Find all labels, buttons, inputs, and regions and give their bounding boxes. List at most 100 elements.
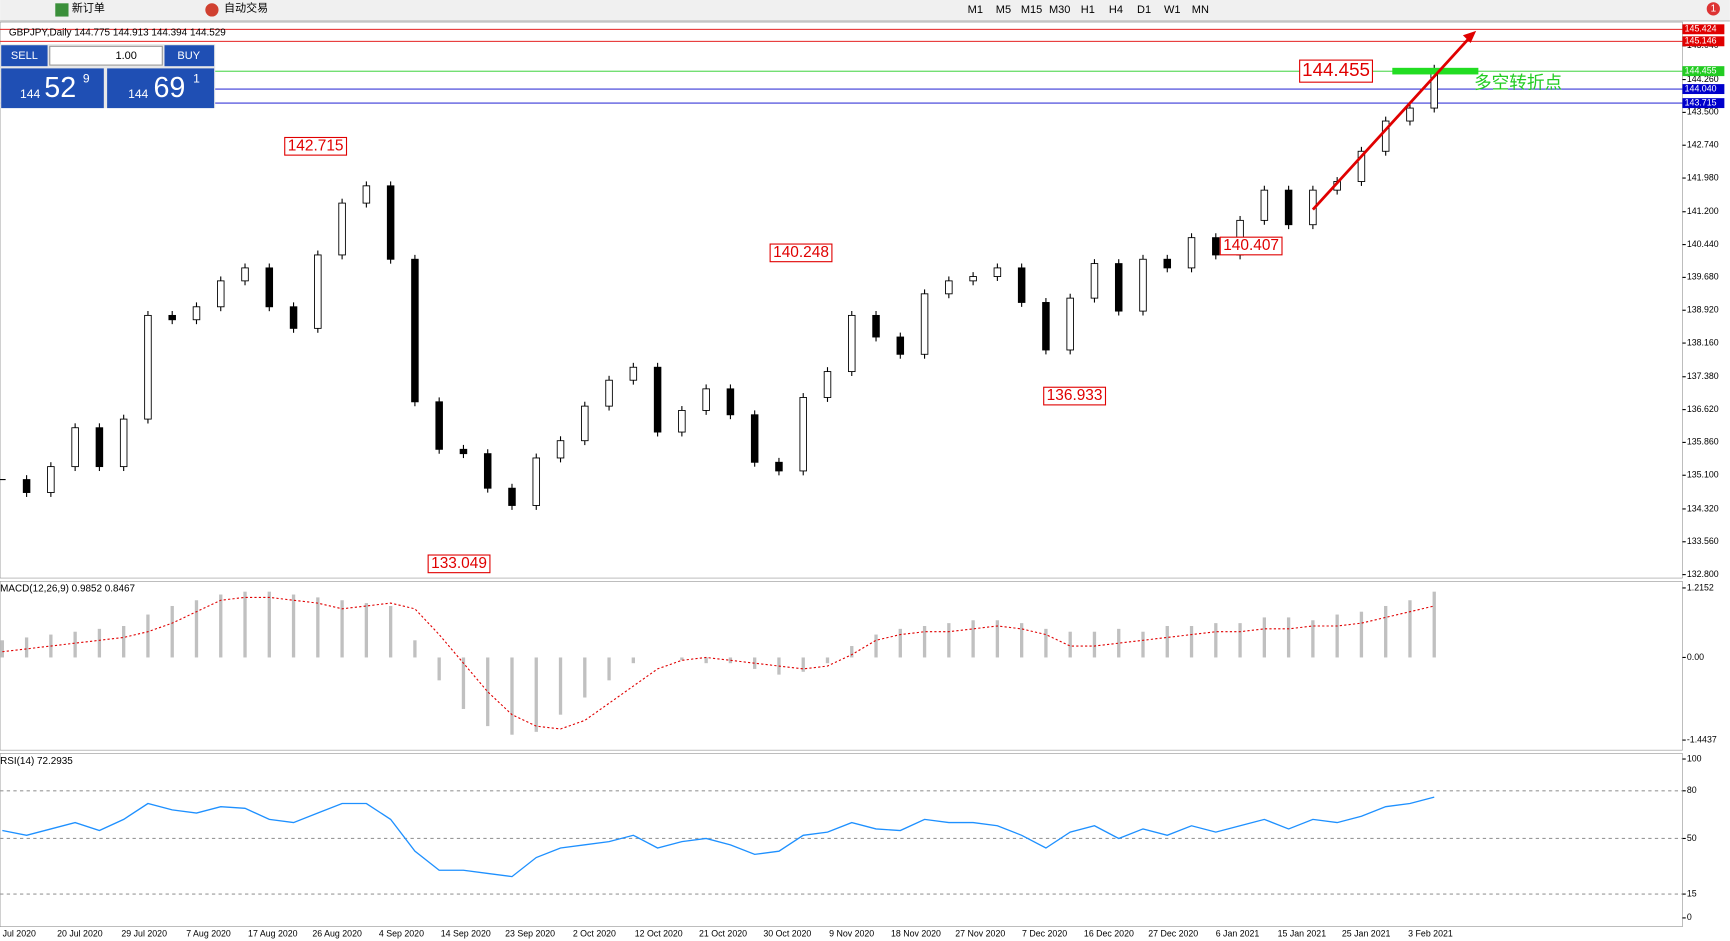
- candle-body: [1163, 258, 1172, 269]
- candle-body: [1357, 150, 1366, 182]
- y-tick-label: 1.2152: [1687, 582, 1714, 592]
- macd-bar: [437, 657, 441, 681]
- annotation-box: [1043, 386, 1107, 406]
- price-label-bg: [1682, 84, 1725, 95]
- macd-bar: [364, 603, 369, 658]
- buy-label[interactable]: BUY: [177, 50, 200, 62]
- macd-bar: [97, 628, 102, 658]
- candle-body: [71, 427, 79, 468]
- macd-bar: [947, 623, 951, 658]
- sell-fraction[interactable]: 9: [83, 72, 90, 86]
- candle-body: [945, 280, 953, 295]
- buy-pips[interactable]: 69: [153, 72, 185, 104]
- candle-body: [726, 388, 735, 416]
- macd-bar: [243, 591, 247, 658]
- candle-body: [22, 479, 31, 493]
- y-tick-label: 0.00: [1687, 652, 1704, 662]
- candle-body: [702, 388, 710, 411]
- macd-bar: [558, 657, 563, 715]
- timeframe-button[interactable]: W1: [1164, 4, 1181, 16]
- candle-body: [872, 314, 880, 338]
- price-label: 143.715: [1685, 97, 1717, 107]
- sell-button[interactable]: [1, 45, 48, 67]
- notification-badge[interactable]: [1706, 2, 1720, 16]
- macd-bar: [267, 591, 271, 658]
- timeframe-button[interactable]: D1: [1137, 4, 1151, 16]
- candle-body: [386, 185, 395, 260]
- y-tick-label: 143.500: [1687, 107, 1719, 117]
- y-tick-label: 100: [1687, 753, 1702, 763]
- plots: 145.040144.260143.500142.740141.980141.2…: [0, 24, 1725, 939]
- timeframe-button[interactable]: H1: [1081, 4, 1095, 16]
- timeframes: M1 M5 M15 M30 H1 H4 D1 W1 MN: [968, 4, 1209, 16]
- price-label: 144.040: [1685, 83, 1717, 93]
- buy-big-figure[interactable]: 144: [128, 87, 148, 101]
- y-tick-label: 133.560: [1687, 536, 1719, 546]
- macd-bar: [461, 657, 466, 709]
- timeframe-button[interactable]: M1: [968, 4, 983, 16]
- candle-body: [653, 366, 662, 433]
- macd-bar: [753, 657, 757, 669]
- timeframe-button[interactable]: M15: [1021, 4, 1042, 16]
- signal-line: [2, 596, 1435, 730]
- y-tick-label: 140.440: [1687, 239, 1719, 249]
- candle-body: [508, 487, 516, 506]
- candle-body: [314, 254, 322, 329]
- macd-bar: [0, 640, 4, 658]
- macd-bar: [1335, 614, 1339, 658]
- sell-price-box[interactable]: [1, 68, 104, 109]
- timeframe-button[interactable]: H4: [1109, 4, 1123, 16]
- candle-body: [750, 414, 759, 463]
- x-tick-label: 21 Oct 2020: [699, 929, 747, 939]
- candle-body: [1017, 267, 1026, 303]
- timeframe-button[interactable]: M5: [996, 4, 1011, 16]
- chart-header: GBPJPY,Daily 144.775 144.913 144.394 144…: [9, 28, 226, 39]
- timeframe-button[interactable]: MN: [1192, 4, 1209, 16]
- macd-bar: [607, 657, 611, 681]
- candle-body: [1114, 263, 1123, 312]
- x-tick-label: 2 Oct 2020: [573, 929, 616, 939]
- candle-body: [459, 448, 468, 455]
- x-tick-label: 18 Nov 2020: [891, 929, 941, 939]
- candle-body: [1260, 189, 1269, 221]
- sell-big-figure[interactable]: 144: [20, 87, 40, 101]
- y-tick-label: 80: [1687, 785, 1697, 795]
- candle-body: [265, 267, 274, 308]
- candle-body: [896, 336, 905, 355]
- macd-bar: [388, 605, 393, 658]
- auto-trading-button[interactable]: 自动交易: [224, 1, 268, 15]
- new-order-icon[interactable]: [55, 3, 69, 17]
- buy-price-box[interactable]: [107, 68, 215, 109]
- lot-value[interactable]: 1.00: [115, 50, 136, 62]
- x-tick-label: 15 Jan 2021: [1278, 929, 1327, 939]
- macd-bar: [1117, 628, 1121, 658]
- x-tick-label: 23 Sep 2020: [505, 929, 555, 939]
- macd-bar: [1214, 623, 1218, 658]
- macd-bar: [1189, 625, 1194, 658]
- rsi-area: [0, 753, 1683, 927]
- notification-count[interactable]: 1: [1711, 3, 1717, 14]
- sell-label[interactable]: SELL: [11, 50, 38, 62]
- buy-fraction[interactable]: 1: [193, 72, 200, 86]
- macd-bar: [898, 628, 902, 658]
- macd-bar: [850, 646, 854, 658]
- timeframe-button[interactable]: M30: [1049, 4, 1070, 16]
- candle-body: [1042, 302, 1050, 351]
- candle-body: [411, 258, 419, 403]
- y-tick-label: 50: [1687, 833, 1697, 843]
- candle-body: [556, 440, 565, 459]
- sell-pips[interactable]: 52: [44, 72, 76, 104]
- macd-bar: [680, 657, 684, 661]
- annotation-box: [769, 243, 833, 263]
- macd-header: MACD(12,26,9) 0.9852 0.8467: [0, 584, 135, 595]
- y-tick-label: 139.680: [1687, 272, 1719, 282]
- x-tick-label: 17 Aug 2020: [248, 929, 298, 939]
- macd-bar: [825, 657, 830, 664]
- auto-trading-icon[interactable]: [205, 3, 219, 17]
- candle-body: [289, 306, 298, 329]
- buy-button[interactable]: [164, 45, 215, 67]
- lot-input[interactable]: [49, 45, 163, 66]
- candle-body: [799, 397, 807, 472]
- new-order-button[interactable]: 新订单: [72, 1, 105, 15]
